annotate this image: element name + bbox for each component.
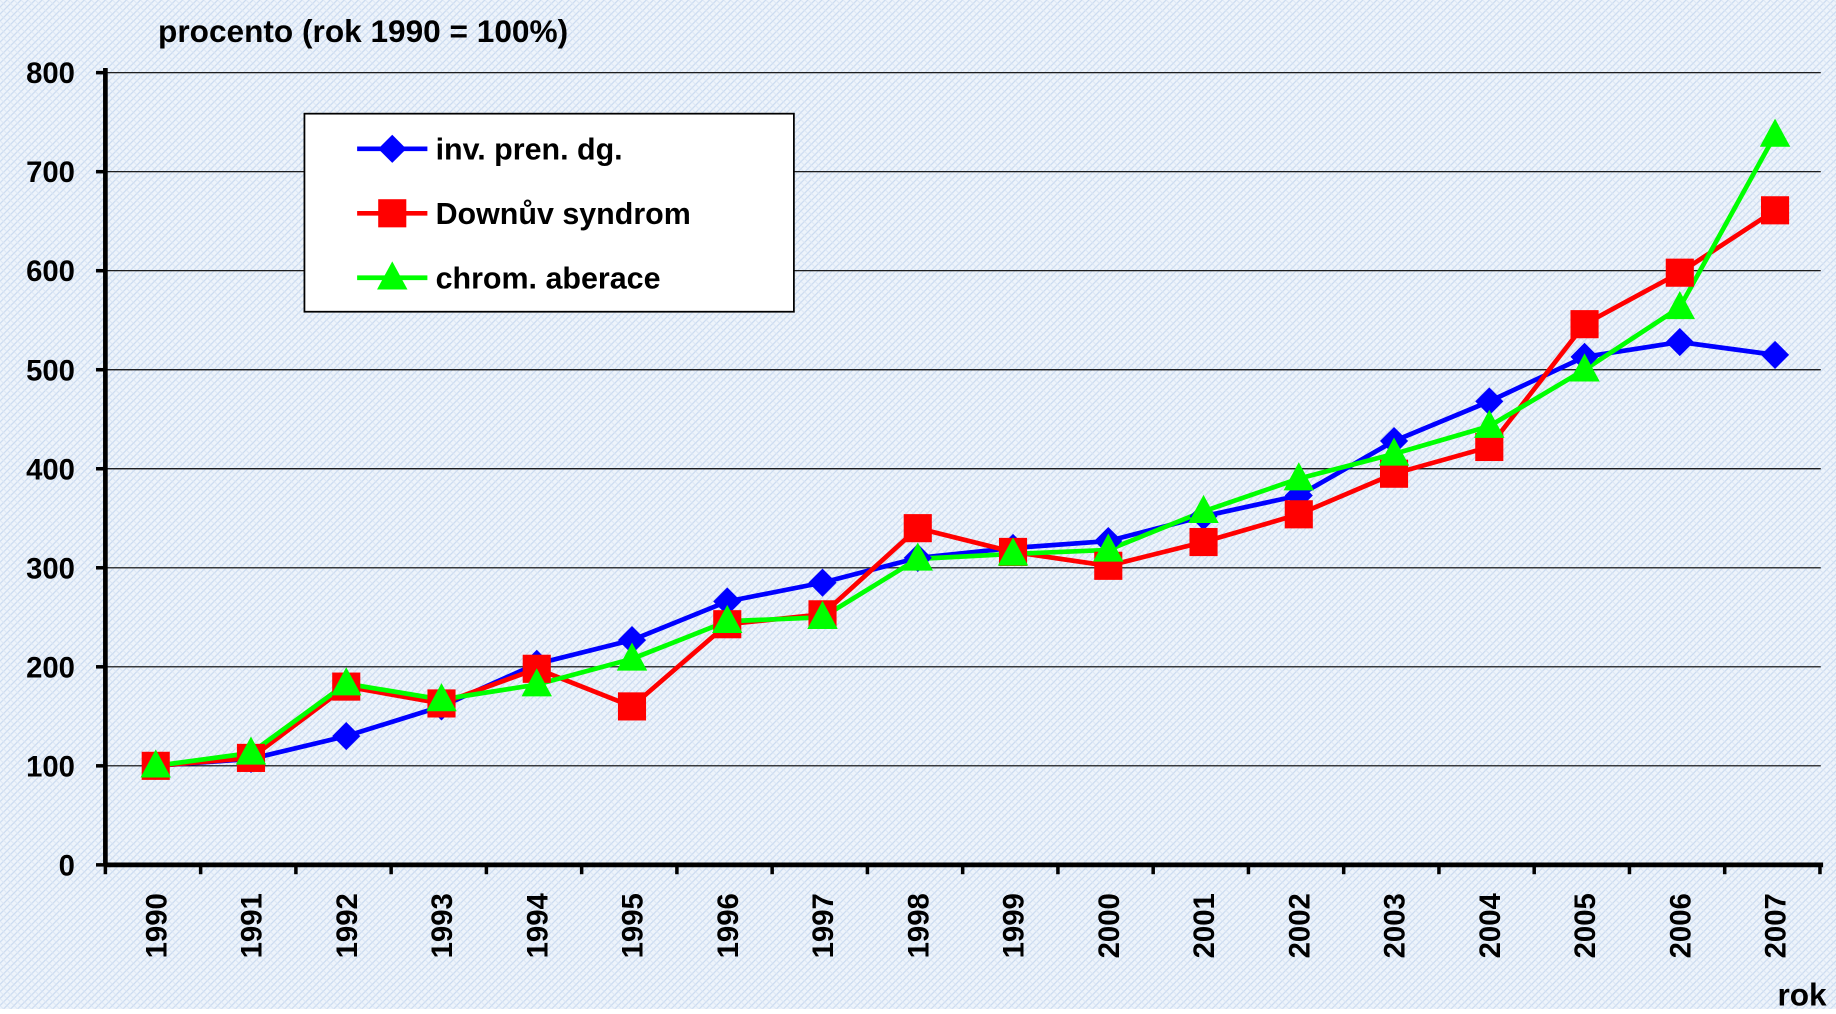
marker	[521, 668, 552, 697]
x-tick-label: 1997	[807, 893, 840, 958]
x-tick-label: 2006	[1664, 893, 1697, 958]
marker	[377, 261, 408, 290]
x-tick-label: 1990	[140, 893, 173, 958]
x-tick-label: 1996	[712, 893, 745, 958]
x-tick-label: 2002	[1283, 893, 1316, 958]
x-tick-label: 1998	[902, 893, 935, 958]
marker	[902, 542, 933, 571]
y-tick-label: 400	[26, 453, 75, 486]
marker	[1188, 494, 1219, 524]
x-tick-label: 1993	[426, 893, 459, 958]
x-tick-label: 1991	[236, 893, 269, 958]
series-line	[155, 339, 1776, 769]
y-tick-label: 0	[59, 849, 75, 882]
marker	[331, 667, 362, 696]
chart-title: procento (rok 1990 = 100%)	[158, 13, 568, 49]
y-tick-label: 800	[26, 57, 75, 90]
legend-label: chrom. aberace	[436, 261, 661, 295]
marker	[617, 626, 647, 655]
x-tick-label: 1992	[331, 893, 364, 958]
marker	[903, 514, 932, 543]
marker	[712, 604, 743, 633]
x-tick-label: 2003	[1379, 893, 1412, 958]
x-tick-label: 1995	[617, 893, 650, 958]
marker	[1761, 196, 1790, 225]
marker	[1189, 527, 1218, 557]
x-tick-label: 1994	[521, 893, 554, 959]
marker	[1284, 500, 1313, 529]
x-axis-label: rok	[1777, 976, 1827, 1009]
x-tick-label: 2000	[1093, 893, 1126, 958]
marker	[713, 587, 742, 616]
x-tick-label: 1999	[998, 893, 1031, 958]
x-tick-label: 2004	[1474, 893, 1507, 959]
series-line	[155, 208, 1777, 769]
marker	[1474, 409, 1505, 438]
marker	[616, 642, 648, 671]
marker	[1761, 340, 1790, 369]
marker	[1665, 327, 1694, 357]
marker	[1475, 387, 1504, 416]
y-tick-label: 500	[26, 354, 75, 387]
series-line	[155, 133, 1778, 769]
y-tick-label: 100	[26, 750, 75, 783]
marker	[140, 749, 171, 778]
marker	[1378, 437, 1410, 466]
marker	[426, 683, 457, 712]
marker	[1093, 533, 1124, 562]
x-tick-label: 2001	[1188, 893, 1221, 958]
marker	[1570, 310, 1599, 339]
marker	[378, 199, 407, 228]
marker	[1664, 290, 1696, 320]
legend-label: inv. pren. dg.	[436, 132, 623, 166]
marker	[235, 736, 267, 765]
marker	[1569, 353, 1600, 382]
marker	[378, 134, 407, 163]
marker	[807, 600, 838, 630]
x-tick-label: 2007	[1760, 893, 1793, 958]
legend: inv. pren. dg. Downův syndrom chrom. abera…	[303, 112, 795, 313]
marker	[617, 692, 647, 721]
y-tick-label: 600	[26, 255, 75, 288]
marker	[1665, 258, 1694, 287]
marker	[332, 722, 361, 751]
x-tick-label: 2005	[1569, 893, 1602, 958]
marker	[997, 537, 1029, 566]
legend-label: Downův syndrom	[436, 197, 691, 231]
y-tick-label: 700	[26, 156, 75, 189]
y-tick-label: 200	[26, 651, 75, 684]
marker	[808, 568, 837, 597]
marker	[1283, 462, 1315, 491]
marker	[1759, 118, 1791, 147]
y-tick-label: 300	[26, 552, 75, 585]
